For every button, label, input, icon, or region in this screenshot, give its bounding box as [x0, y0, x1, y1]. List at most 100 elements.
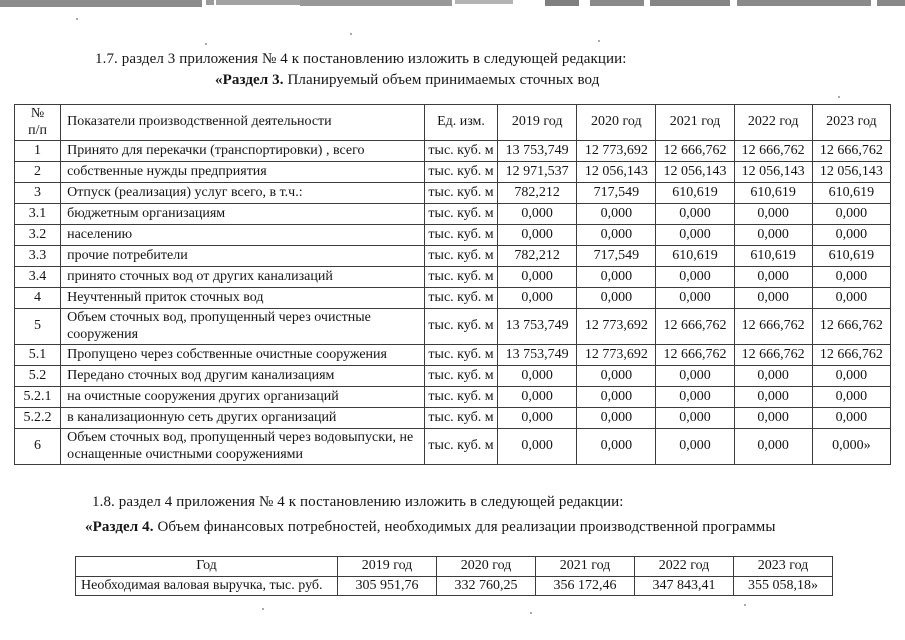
row-value: 0,000 [576, 203, 657, 225]
row-value: 12 666,762 [655, 307, 735, 346]
row-value: 12 056,143 [576, 161, 657, 183]
table-header-row: Год 2019 год 2020 год 2021 год 2022 год … [75, 556, 833, 577]
row-value: 0,000 [655, 428, 735, 466]
row-value: 12 666,762 [655, 140, 735, 162]
row-unit: тыс. куб. м [423, 203, 499, 225]
row-value: 0,000 [576, 287, 657, 309]
row-value: 12 971,537 [497, 161, 578, 183]
header-year-2020: 2020 год [576, 104, 657, 141]
header-year-2022: 2022 год [733, 104, 813, 141]
row-value: 0,000 [811, 203, 892, 225]
section-4-title: «Раздел 4. Объем финансовых потребностей… [85, 519, 776, 536]
row-unit: тыс. куб. м [423, 287, 499, 309]
row-value: 0,000 [497, 365, 578, 388]
header-year-2019: 2019 год [497, 104, 578, 141]
row-value: 0,000 [497, 266, 578, 288]
row-unit: тыс. куб. м [423, 386, 499, 409]
row-value: 12 666,762 [811, 344, 892, 367]
row-label: прочие потребители [60, 245, 425, 267]
row-value: 0,000 [733, 287, 813, 309]
row-value: 356 172,46 [535, 575, 635, 597]
row-unit: тыс. куб. м [423, 224, 499, 246]
header-year-2019: 2019 год [337, 556, 437, 577]
row-value: 0,000 [655, 224, 735, 246]
table-row: 3.2 населению тыс. куб. м 0,000 0,000 0,000 0,… [13, 224, 892, 246]
row-value: 0,000 [655, 407, 735, 430]
row-value: 0,000 [497, 428, 578, 466]
row-value: 0,000 [811, 365, 892, 388]
row-value: 12 666,762 [811, 307, 892, 346]
row-num: 5.2.1 [13, 386, 62, 409]
section-3-title: «Раздел 3. Планируемый объем принимаемых… [215, 72, 599, 89]
row-value: 0,000 [733, 224, 813, 246]
row-num: 5.2.2 [13, 407, 62, 430]
row-value: 0,000 [733, 203, 813, 225]
row-value: 0,000 [576, 266, 657, 288]
row-value: 12 056,143 [655, 161, 735, 183]
row-value: 12 773,692 [576, 307, 657, 346]
planned-wastewater-volume-table: № п/п Показатели производственной деятел… [13, 104, 892, 466]
header-year-2021: 2021 год [655, 104, 735, 141]
row-value: 12 666,762 [733, 140, 813, 162]
row-value: 13 753,749 [497, 307, 578, 346]
scan-speck [838, 96, 840, 98]
row-value: 0,000 [733, 266, 813, 288]
header-year-2022: 2022 год [634, 556, 734, 577]
header-god: Год [75, 556, 338, 577]
header-year-2020: 2020 год [436, 556, 536, 577]
row-value: 0,000 [497, 287, 578, 309]
table-row: 5.1 Пропущено через собственные очистные … [13, 344, 892, 367]
row-label: населению [60, 224, 425, 246]
paragraph-1-7: 1.7. раздел 3 приложения № 4 к постановл… [95, 51, 627, 67]
table-row: 4 Неучтенный приток сточных вод тыс. куб. … [13, 287, 892, 309]
row-value: 0,000 [497, 224, 578, 246]
row-value: 610,619 [655, 245, 735, 267]
row-num: 1 [13, 140, 62, 162]
row-unit: тыс. куб. м [423, 182, 499, 204]
table-row: 2 собственные нужды предприятия тыс. куб. … [13, 161, 892, 183]
row-label: Неучтенный приток сточных вод [60, 287, 425, 309]
header-year-2023: 2023 год [811, 104, 892, 141]
row-value: 0,000 [811, 266, 892, 288]
section-3-title-text: Планируемый объем принимаемых сточных во… [283, 72, 600, 88]
row-unit: тыс. куб. м [423, 407, 499, 430]
row-value: 782,212 [497, 245, 578, 267]
row-value: 12 056,143 [733, 161, 813, 183]
row-value: 0,000» [811, 428, 892, 466]
scan-speck [598, 40, 600, 42]
row-value: 0,000 [733, 386, 813, 409]
table-row: 1 Принято для перекачки (транспортировки)… [13, 140, 892, 162]
scan-speck [350, 33, 352, 35]
row-label: Объем сточных вод, пропущенный через вод… [60, 428, 425, 466]
row-num: 3.3 [13, 245, 62, 267]
scan-speck [744, 604, 746, 606]
row-label: бюджетным организациям [60, 203, 425, 225]
row-value: 0,000 [655, 203, 735, 225]
table-row: 5 Объем сточных вод, пропущенный через оч… [13, 307, 892, 346]
row-label: в канализационную сеть других организаци… [60, 407, 425, 430]
row-value: 610,619 [811, 182, 892, 204]
row-value: 332 760,25 [436, 575, 536, 597]
row-value: 12 666,762 [733, 307, 813, 346]
row-unit: тыс. куб. м [423, 266, 499, 288]
row-value: 0,000 [811, 386, 892, 409]
row-num: 5.1 [13, 344, 62, 367]
row-unit: тыс. куб. м [423, 365, 499, 388]
row-unit: тыс. куб. м [423, 161, 499, 183]
row-value: 0,000 [576, 428, 657, 466]
section-4-title-text: Объем финансовых потребностей, необходим… [153, 519, 776, 535]
row-label: Объем сточных вод, пропущенный через очи… [60, 307, 425, 346]
table-row: 6 Объем сточных вод, пропущенный через во… [13, 428, 892, 466]
row-label: принято сточных вод от других канализаци… [60, 266, 425, 288]
table-row: 3.4 принято сточных вод от других канализ… [13, 266, 892, 288]
row-value: 12 056,143 [811, 161, 892, 183]
row-unit: тыс. куб. м [423, 245, 499, 267]
table-row: 3.3 прочие потребители тыс. куб. м 782,212 7… [13, 245, 892, 267]
header-unit: Ед. изм. [423, 104, 499, 141]
row-value: 0,000 [655, 386, 735, 409]
row-value: 0,000 [733, 407, 813, 430]
row-label: Передано сточных вод другим канализациям [60, 365, 425, 388]
row-value: 0,000 [497, 203, 578, 225]
row-num: 3 [13, 182, 62, 204]
row-num: 3.2 [13, 224, 62, 246]
